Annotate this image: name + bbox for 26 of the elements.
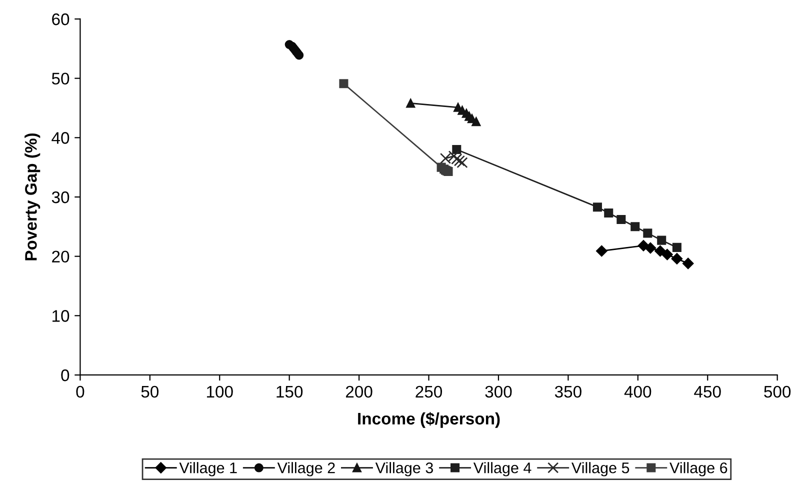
x-tick-label: 450 — [694, 386, 721, 398]
x-tick-label: 200 — [346, 386, 372, 398]
legend-label: Village 1 — [179, 462, 237, 476]
y-tick-label: 40 — [52, 132, 70, 144]
y-tick-label: 10 — [52, 310, 70, 322]
x-tick-label: 0 — [76, 386, 84, 398]
legend-label: Village 3 — [375, 462, 433, 476]
legend-label: Village 5 — [571, 462, 630, 476]
y-tick-label: 50 — [52, 72, 70, 85]
x-tick-label: 250 — [416, 386, 442, 398]
x-tick-label: 400 — [624, 386, 652, 398]
y-tick-label: 60 — [52, 13, 70, 26]
x-tick-label: 300 — [485, 386, 512, 398]
x-tick-label: 100 — [206, 386, 233, 398]
y-tick-label: 20 — [52, 250, 70, 263]
legend-label: Village 6 — [670, 462, 728, 476]
x-tick-label: 500 — [764, 386, 791, 398]
y-tick-label: 30 — [52, 191, 70, 204]
legend-label: Village 2 — [277, 462, 335, 476]
y-axis-title: Poverty Gap (%) — [24, 133, 40, 260]
x-tick-label: 50 — [141, 386, 159, 398]
x-axis-title: Income ($/person) — [358, 412, 500, 428]
legend-label: Village 4 — [473, 462, 532, 476]
x-tick-label: 150 — [276, 386, 303, 398]
y-tick-label: 0 — [61, 369, 70, 382]
x-tick-label: 350 — [554, 386, 582, 398]
